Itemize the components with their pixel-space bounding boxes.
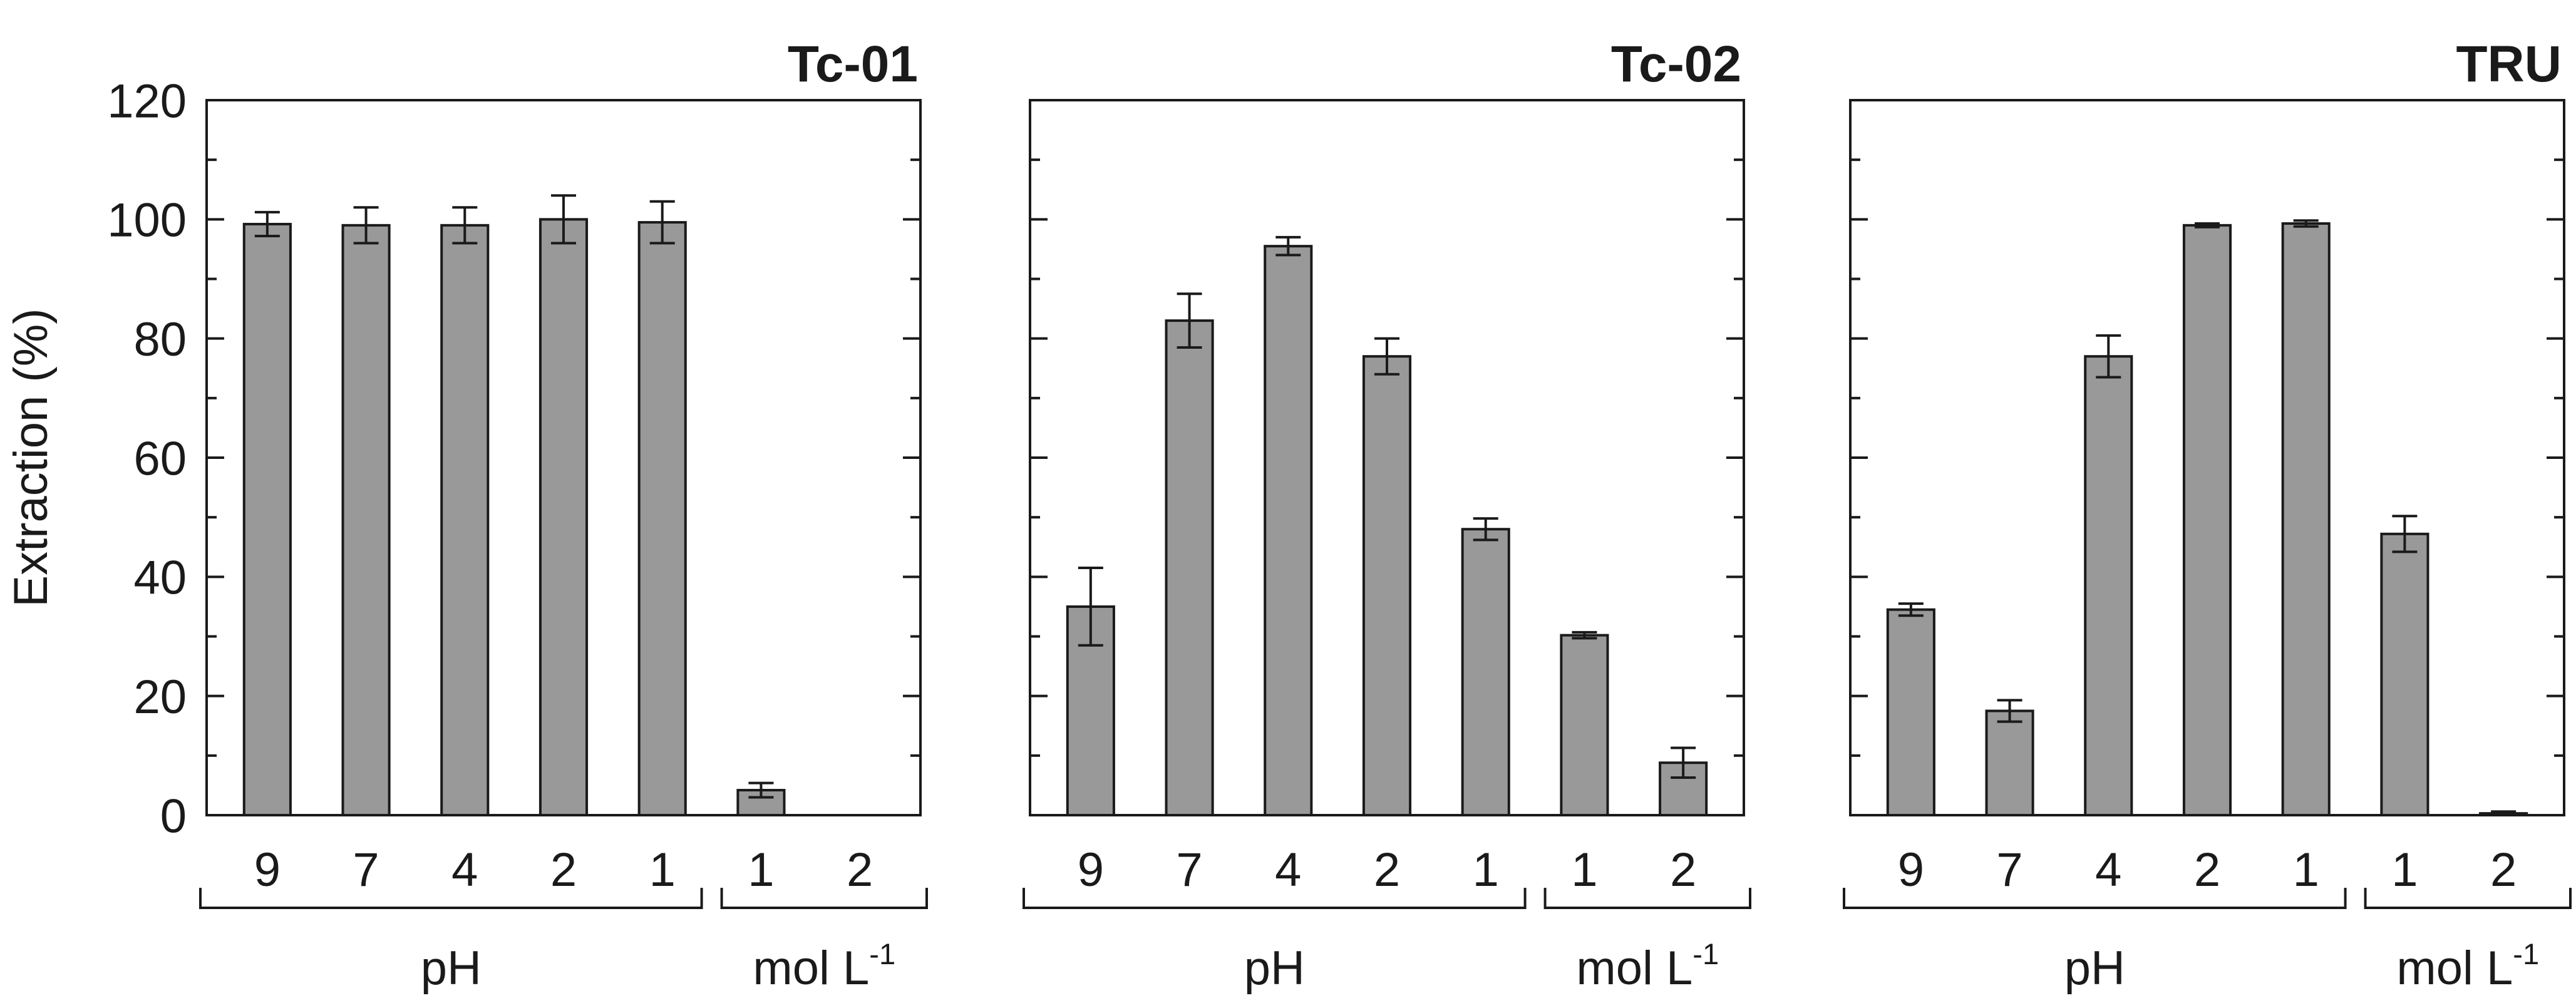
x-tick-label: 1	[1571, 843, 1597, 897]
y-axis-label: Extraction (%)	[4, 308, 58, 607]
x-tick-label: 4	[2095, 843, 2121, 897]
group-label-ph: pH	[421, 942, 482, 995]
bar	[2380, 532, 2429, 817]
group-bracket-ph	[1023, 888, 1527, 909]
group-label-superscript: -1	[1692, 937, 1719, 970]
panel-2: Tc-02 9 7 4 2 1 1 2 pH mol L-1	[1023, 36, 1751, 995]
group-label-ph: pH	[2064, 942, 2125, 995]
x-tick-label: 9	[1898, 843, 1924, 897]
bar	[1362, 355, 1412, 816]
bar	[1886, 608, 1935, 816]
x-tick-label: 1	[2293, 843, 2319, 897]
x-tick-label: 1	[649, 843, 676, 897]
panel-title: Tc-01	[788, 36, 918, 93]
group-bracket-ph	[199, 888, 703, 909]
group-label-mol: mol L-1	[1576, 937, 1719, 995]
bar	[1264, 245, 1313, 816]
group-label-mol: mol L-1	[2396, 937, 2539, 995]
x-tick-label: 1	[748, 843, 774, 897]
panel-title: Tc-02	[1611, 36, 1741, 93]
x-tick-label: 1	[1473, 843, 1499, 897]
bar	[1985, 709, 2034, 817]
x-tick-label: 2	[1374, 843, 1400, 897]
group-label-mol: mol L-1	[753, 937, 895, 995]
panel-3: TRU 9 7 4 2 1 1 2 pH mol L-1	[1843, 36, 2572, 995]
panel-title: TRU	[2456, 36, 2562, 93]
panel-1: 0 20 40 60 80 100 120 Extraction (%) Tc-01 9 7 4 2 1 1…	[4, 36, 928, 995]
group-label-mol-text: mol L	[753, 942, 869, 995]
x-tick-label: 2	[550, 843, 577, 897]
y-tick-label: 120	[107, 75, 187, 128]
bar	[1461, 528, 1510, 816]
x-tick-label: 7	[1176, 843, 1202, 897]
y-tick-label: 80	[133, 313, 187, 366]
bar	[242, 222, 292, 816]
group-label-superscript: -1	[869, 937, 895, 970]
y-tick-label: 40	[133, 552, 187, 605]
bar	[2182, 224, 2232, 817]
group-label-ph: pH	[1244, 942, 1305, 995]
bar	[341, 224, 391, 817]
y-tick-label: 100	[107, 194, 187, 247]
x-tick-label: 4	[1275, 843, 1301, 897]
x-tick-label: 2	[2490, 843, 2517, 897]
x-tick-label: 7	[1996, 843, 2022, 897]
bar	[538, 218, 589, 817]
group-bracket-ph	[1843, 888, 2347, 909]
group-bracket-mol	[2364, 888, 2572, 909]
y-tick-label: 0	[160, 790, 187, 843]
x-tick-label: 9	[254, 843, 281, 897]
group-bracket-mol	[1543, 888, 1751, 909]
bar	[2084, 355, 2133, 816]
group-bracket-mol	[720, 888, 928, 909]
bar	[440, 224, 490, 817]
bar	[1560, 634, 1609, 816]
x-tick-label: 9	[1078, 843, 1104, 897]
bar	[1165, 319, 1214, 816]
x-tick-label: 7	[353, 843, 379, 897]
bar	[637, 221, 687, 816]
group-label-mol-text: mol L	[1576, 942, 1692, 995]
y-tick-label: 20	[133, 671, 187, 724]
bar	[2281, 222, 2331, 816]
x-tick-label: 2	[1670, 843, 1696, 897]
group-label-mol-text: mol L	[2396, 942, 2513, 995]
x-tick-label: 1	[2391, 843, 2418, 897]
x-tick-label: 2	[847, 843, 873, 897]
group-label-superscript: -1	[2513, 937, 2539, 970]
y-tick-label: 60	[133, 432, 187, 485]
x-tick-label: 2	[2194, 843, 2220, 897]
x-tick-label: 4	[451, 843, 478, 897]
